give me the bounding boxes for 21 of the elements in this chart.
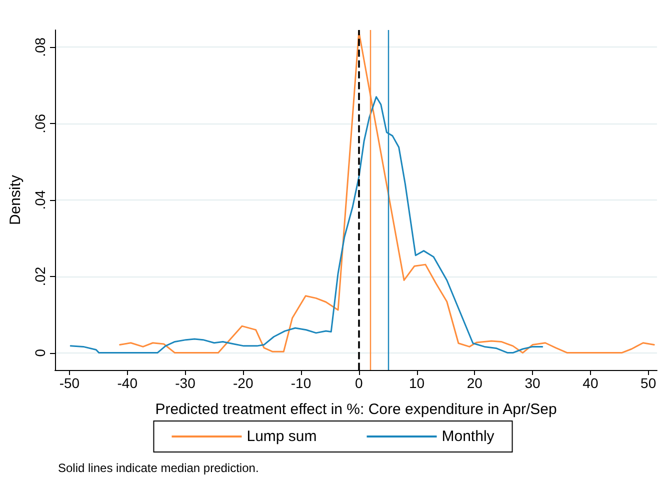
x-tick-label: 40 [582,375,598,391]
x-tick-label: 50 [640,375,656,391]
x-axis-title: Predicted treatment effect in %: Core expenditure in Apr/Sep [155,401,557,418]
y-tick-label: 0 [32,348,48,357]
y-tick-label: .08 [32,37,48,57]
legend-label: Monthly [442,428,495,445]
x-tick-label: -40 [117,375,138,391]
x-tick-label: 30 [524,375,541,391]
x-tick-label: 20 [466,375,483,391]
x-tick-label: 10 [408,375,425,391]
x-tick-label: -10 [290,375,312,391]
x-tick-label: -20 [233,375,254,391]
x-tick-label: -30 [175,375,196,391]
y-tick-label: .04 [32,190,48,210]
y-tick-label: .06 [32,114,48,134]
x-tick-label: -50 [59,375,80,391]
legend-label: Lump sum [246,428,317,445]
x-tick-label: 0 [354,375,363,391]
y-tick-label: .02 [32,266,48,286]
text: Solid lines indicate median prediction. [58,461,259,475]
y-axis-title: Density [7,174,24,226]
